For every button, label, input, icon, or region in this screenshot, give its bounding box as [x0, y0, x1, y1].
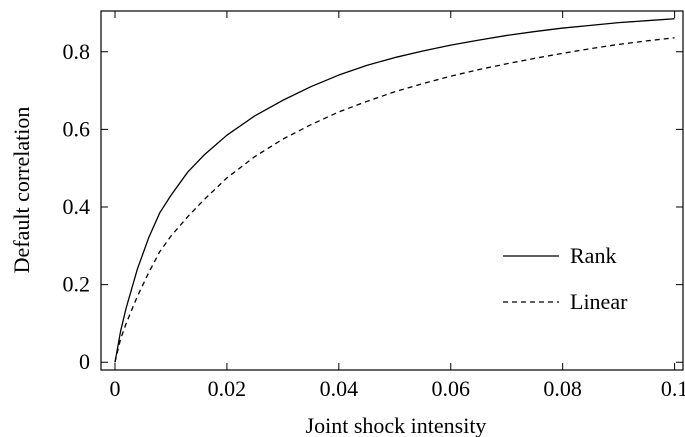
y-tick-label: 0.8 — [63, 39, 91, 64]
x-axis-label: Joint shock intensity — [306, 413, 487, 437]
x-tick-label: 0.08 — [543, 376, 582, 401]
plot-frame — [100, 10, 684, 371]
legend-label-linear: Linear — [570, 289, 628, 314]
y-axis-ticks: 0 0.2 0.4 0.6 0.8 — [63, 39, 683, 374]
y-tick-label: 0.4 — [63, 194, 91, 219]
x-tick-label: 0.1 — [661, 376, 685, 401]
x-tick-label: 0 — [109, 376, 120, 401]
x-axis-ticks: 0 0.02 0.04 0.06 0.08 0.1 — [109, 11, 685, 401]
series-line-linear — [114, 37, 675, 363]
series-layer — [114, 18, 675, 363]
legend-label-rank: Rank — [570, 243, 616, 268]
legend: Rank Linear — [503, 243, 628, 314]
y-axis-label: Default correlation — [9, 107, 34, 274]
y-tick-label: 0.6 — [63, 116, 91, 141]
y-tick-label: 0 — [79, 349, 90, 374]
x-tick-label: 0.04 — [320, 376, 359, 401]
x-tick-label: 0.06 — [432, 376, 471, 401]
y-tick-label: 0.2 — [63, 272, 91, 297]
series-line-rank — [114, 18, 675, 363]
x-tick-label: 0.02 — [208, 376, 247, 401]
